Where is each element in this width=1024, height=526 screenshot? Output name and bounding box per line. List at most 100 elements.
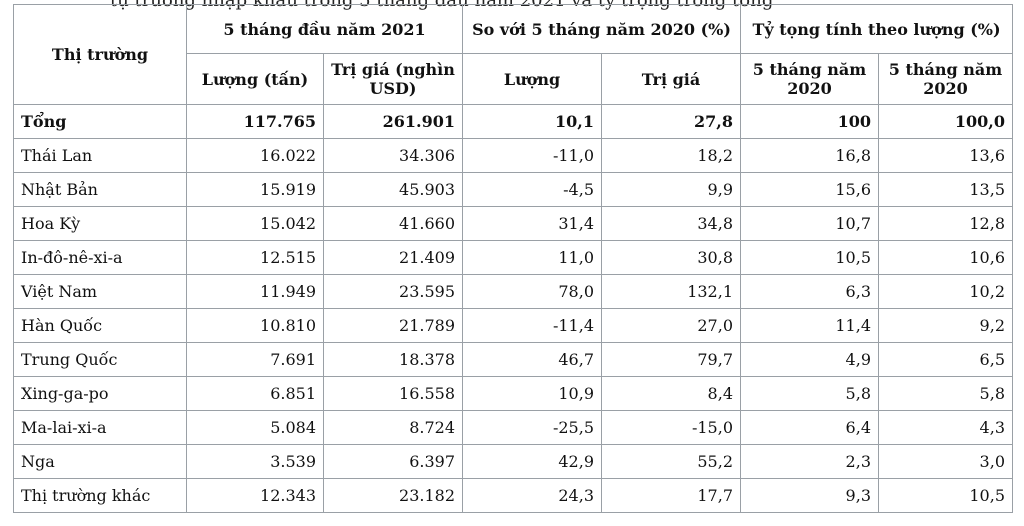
cell-qty: 11.949 (186, 274, 324, 309)
cell-qty-cmp: -25,5 (462, 410, 602, 445)
cell-market: Nhật Bản (13, 172, 187, 207)
cell-share-b: 4,3 (878, 410, 1013, 445)
cell-share-a: 2,3 (740, 444, 879, 479)
cell-qty: 16.022 (186, 138, 324, 173)
table-row-total: Tổng 117.765 261.901 10,1 27,8 100 100,0 (13, 104, 1013, 139)
cell-qty: 15.042 (186, 206, 324, 241)
col-share-a: 5 tháng năm 2020 (740, 53, 879, 105)
cell-val: 21.789 (323, 308, 463, 343)
cell-qty: 12.515 (186, 240, 324, 275)
cell-market: Xing-ga-po (13, 376, 187, 411)
cell-val: 41.660 (323, 206, 463, 241)
cell-qty-cmp: 24,3 (462, 478, 602, 513)
cell-qty: 117.765 (186, 104, 324, 139)
cell-qty-cmp: -11,4 (462, 308, 602, 343)
cell-qty: 10.810 (186, 308, 324, 343)
cell-val-cmp: 9,9 (601, 172, 741, 207)
cell-share-b: 5,8 (878, 376, 1013, 411)
cell-market: Tổng (13, 104, 187, 139)
cell-val: 21.409 (323, 240, 463, 275)
cell-share-a: 6,4 (740, 410, 879, 445)
cell-val: 23.595 (323, 274, 463, 309)
col-group-share: Tỷ tọng tính theo lượng (%) (740, 4, 1013, 54)
cell-share-a: 15,6 (740, 172, 879, 207)
cell-val-cmp: 27,8 (601, 104, 741, 139)
cell-val: 261.901 (323, 104, 463, 139)
cell-share-b: 100,0 (878, 104, 1013, 139)
cell-share-a: 5,8 (740, 376, 879, 411)
col-qty-2021: Lượng (tấn) (186, 53, 324, 105)
market-table: Thị trường 5 tháng đầu năm 2021 So với 5… (13, 4, 1013, 513)
cell-market: Thị trường khác (13, 478, 187, 513)
header-row-groups: Thị trường 5 tháng đầu năm 2021 So với 5… (13, 4, 1013, 105)
cell-share-b: 12,8 (878, 206, 1013, 241)
cell-market: Trung Quốc (13, 342, 187, 377)
cell-val: 18.378 (323, 342, 463, 377)
cell-share-a: 10,7 (740, 206, 879, 241)
table-row: Hoa Kỳ 15.042 41.660 31,4 34,8 10,7 12,8 (13, 206, 1013, 241)
cell-qty-cmp: 31,4 (462, 206, 602, 241)
cell-qty: 3.539 (186, 444, 324, 479)
cell-val: 6.397 (323, 444, 463, 479)
cell-market: Việt Nam (13, 274, 187, 309)
cell-qty-cmp: 11,0 (462, 240, 602, 275)
table-row: Xing-ga-po 6.851 16.558 10,9 8,4 5,8 5,8 (13, 376, 1013, 411)
col-market-header: Thị trường (13, 4, 187, 105)
cell-val-cmp: 132,1 (601, 274, 741, 309)
table-row: Hàn Quốc 10.810 21.789 -11,4 27,0 11,4 9,2 (13, 308, 1013, 343)
cell-market: Hoa Kỳ (13, 206, 187, 241)
cell-qty-cmp: -4,5 (462, 172, 602, 207)
cell-share-b: 13,6 (878, 138, 1013, 173)
cell-qty-cmp: 10,9 (462, 376, 602, 411)
table-row: Ma-lai-xi-a 5.084 8.724 -25,5 -15,0 6,4 4,3 (13, 410, 1013, 445)
cell-qty: 6.851 (186, 376, 324, 411)
table-row: Việt Nam 11.949 23.595 78,0 132,1 6,3 10,2 (13, 274, 1013, 309)
cell-share-b: 6,5 (878, 342, 1013, 377)
cell-market: Ma-lai-xi-a (13, 410, 187, 445)
cell-share-b: 3,0 (878, 444, 1013, 479)
cell-qty: 7.691 (186, 342, 324, 377)
cell-qty-cmp: 46,7 (462, 342, 602, 377)
cell-market: Nga (13, 444, 187, 479)
cell-qty-cmp: 78,0 (462, 274, 602, 309)
cell-qty-cmp: 42,9 (462, 444, 602, 479)
cell-share-b: 10,5 (878, 478, 1013, 513)
cell-market: Thái Lan (13, 138, 187, 173)
cell-market: In-đô-nê-xi-a (13, 240, 187, 275)
cell-share-b: 10,6 (878, 240, 1013, 275)
cell-qty: 12.343 (186, 478, 324, 513)
col-share-b: 5 tháng năm 2020 (878, 53, 1013, 105)
header-row-columns: Lượng (tấn) Trị giá (nghìn USD) Lượng Tr… (14, 53, 1013, 105)
table-body: Tổng 117.765 261.901 10,1 27,8 100 100,0 Thái L… (13, 104, 1013, 513)
cell-qty: 15.919 (186, 172, 324, 207)
table-row: Thị trường khác 12.343 23.182 24,3 17,7 9,3 10… (13, 478, 1013, 513)
cell-val: 8.724 (323, 410, 463, 445)
table-row: Nhật Bản 15.919 45.903 -4,5 9,9 15,6 13,5 (13, 172, 1013, 207)
cell-qty: 5.084 (186, 410, 324, 445)
table-row: In-đô-nê-xi-a 12.515 21.409 11,0 30,8 10,5 10,… (13, 240, 1013, 275)
cell-val-cmp: 17,7 (601, 478, 741, 513)
cell-share-a: 11,4 (740, 308, 879, 343)
col-qty-compare: Lượng (462, 53, 602, 105)
cell-share-a: 6,3 (740, 274, 879, 309)
cell-share-a: 9,3 (740, 478, 879, 513)
cell-val: 34.306 (323, 138, 463, 173)
cell-val-cmp: 55,2 (601, 444, 741, 479)
table-header: Thị trường 5 tháng đầu năm 2021 So với 5… (13, 4, 1013, 105)
table-row: Nga 3.539 6.397 42,9 55,2 2,3 3,0 (13, 444, 1013, 479)
cell-val: 45.903 (323, 172, 463, 207)
col-group-compare: So với 5 tháng năm 2020 (%) (462, 4, 741, 54)
cell-share-a: 4,9 (740, 342, 879, 377)
col-val-2021: Trị giá (nghìn USD) (323, 53, 463, 105)
cell-val: 23.182 (323, 478, 463, 513)
col-val-compare: Trị giá (601, 53, 741, 105)
cell-val-cmp: 27,0 (601, 308, 741, 343)
col-group-2021: 5 tháng đầu năm 2021 (186, 4, 463, 54)
cell-share-a: 10,5 (740, 240, 879, 275)
cell-share-b: 13,5 (878, 172, 1013, 207)
cell-val-cmp: 34,8 (601, 206, 741, 241)
cell-qty-cmp: -11,0 (462, 138, 602, 173)
cell-share-b: 10,2 (878, 274, 1013, 309)
cell-share-b: 9,2 (878, 308, 1013, 343)
cell-share-a: 16,8 (740, 138, 879, 173)
